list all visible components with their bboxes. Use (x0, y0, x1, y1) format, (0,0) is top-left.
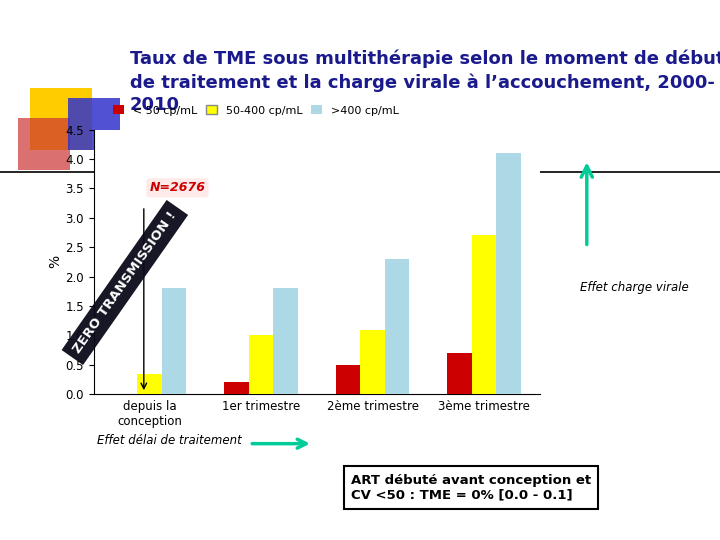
Bar (68, 98, 120, 150)
Text: Effet charge virale: Effet charge virale (580, 281, 689, 294)
Y-axis label: %: % (48, 255, 63, 268)
Text: ZERO TRANSMISSION !: ZERO TRANSMISSION ! (71, 209, 179, 356)
Text: 2010: 2010 (130, 96, 180, 114)
Bar (162, 288, 186, 394)
Bar (385, 259, 410, 394)
Text: Effet délai de traitement: Effet délai de traitement (97, 434, 242, 447)
Text: N=2676: N=2676 (150, 181, 205, 194)
Bar (248, 335, 274, 394)
Text: Taux de TME sous multithérapie selon le moment de début: Taux de TME sous multithérapie selon le … (130, 50, 720, 69)
Bar (447, 353, 472, 394)
Bar (360, 329, 385, 394)
Legend: < 50 cp/mL, 50-400 cp/mL, >400 cp/mL: < 50 cp/mL, 50-400 cp/mL, >400 cp/mL (108, 101, 403, 120)
Bar (274, 288, 298, 394)
Bar (336, 365, 360, 394)
Bar (224, 382, 248, 394)
Bar (497, 153, 521, 394)
Bar (18, 118, 70, 170)
Text: ART débuté avant conception et
CV <50 : TME = 0% [0.0 - 0.1]: ART débuté avant conception et CV <50 : … (351, 474, 591, 502)
Bar (30, 88, 92, 150)
Bar (472, 235, 497, 394)
Bar (137, 374, 162, 394)
Text: de traitement et la charge virale à l’accouchement, 2000-: de traitement et la charge virale à l’ac… (130, 73, 715, 91)
